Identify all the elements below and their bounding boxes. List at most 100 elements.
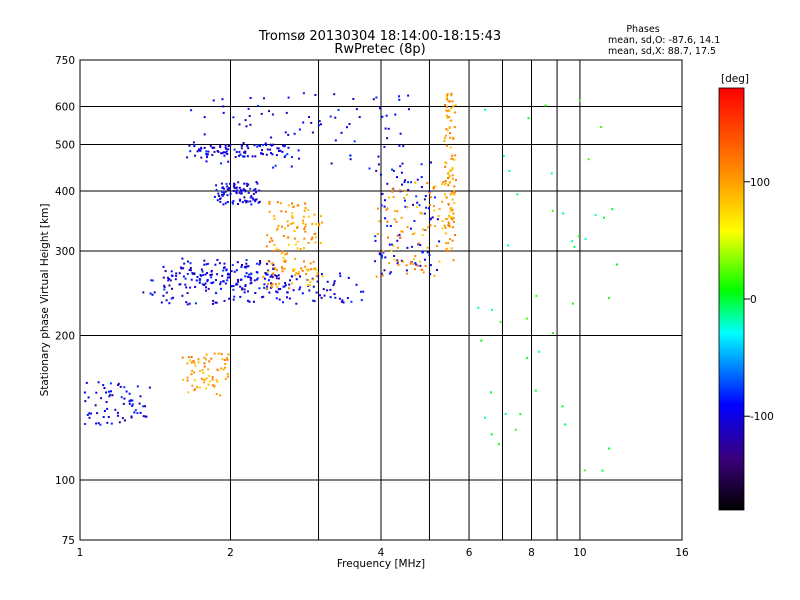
- data-point: [196, 276, 199, 278]
- data-point: [383, 269, 386, 272]
- data-point: [355, 283, 358, 286]
- data-point: [270, 237, 273, 240]
- data-point: [277, 249, 280, 251]
- data-point: [195, 279, 198, 282]
- data-point: [434, 225, 436, 228]
- data-point: [304, 225, 307, 228]
- data-point: [123, 386, 126, 389]
- data-point: [305, 273, 308, 275]
- data-point: [419, 264, 422, 267]
- data-point: [408, 108, 410, 111]
- data-point: [326, 289, 329, 292]
- data-point: [374, 260, 377, 263]
- data-point: [247, 290, 249, 293]
- data-point: [198, 278, 201, 281]
- data-point: [450, 169, 453, 172]
- y-tick-label: 500: [55, 140, 75, 152]
- data-point: [284, 260, 287, 263]
- data-point: [189, 359, 192, 362]
- data-point: [388, 196, 390, 199]
- data-point: [237, 154, 240, 157]
- data-point: [186, 292, 189, 295]
- data-point: [436, 218, 439, 221]
- data-point: [249, 123, 252, 126]
- data-point: [95, 422, 98, 425]
- stats-line-o: mean, sd,O: -87.6, 14.1: [608, 35, 720, 46]
- data-point: [403, 181, 406, 184]
- data-point: [444, 134, 447, 137]
- data-point: [429, 196, 432, 199]
- data-point: [284, 154, 287, 157]
- data-point: [199, 274, 202, 276]
- data-point: [168, 284, 171, 287]
- data-point: [275, 154, 278, 157]
- data-point: [445, 109, 448, 112]
- data-point: [329, 288, 332, 291]
- data-point: [269, 148, 272, 151]
- data-point: [451, 191, 454, 194]
- x-tick-label: 10: [573, 547, 586, 559]
- data-point: [431, 216, 434, 219]
- data-point: [309, 284, 311, 287]
- data-point: [587, 158, 590, 161]
- data-point: [254, 188, 257, 191]
- data-point: [368, 167, 371, 170]
- data-point: [448, 100, 451, 103]
- data-point: [291, 202, 293, 205]
- data-point: [451, 100, 454, 103]
- data-point: [200, 147, 203, 150]
- data-point: [429, 264, 432, 267]
- data-point: [228, 273, 231, 276]
- data-point: [534, 389, 537, 392]
- data-point: [105, 391, 107, 394]
- data-point: [298, 288, 301, 291]
- data-point: [222, 203, 225, 206]
- data-point: [377, 155, 380, 158]
- data-point: [433, 209, 436, 212]
- data-point: [275, 277, 278, 280]
- data-point: [185, 286, 188, 289]
- data-point: [244, 190, 247, 193]
- data-point: [243, 291, 246, 294]
- data-point: [184, 277, 187, 280]
- data-point: [181, 356, 184, 359]
- data-point: [259, 145, 262, 148]
- stats-line-x: mean, sd,X: 88.7, 17.5: [608, 46, 716, 57]
- data-point: [223, 266, 226, 269]
- data-point: [314, 267, 317, 270]
- data-point: [228, 276, 231, 279]
- data-point: [256, 182, 259, 185]
- data-point: [235, 269, 238, 272]
- data-point: [573, 245, 576, 248]
- data-point: [249, 97, 252, 99]
- data-point: [220, 152, 223, 155]
- stats-heading: Phases: [626, 24, 659, 35]
- data-point: [172, 296, 174, 299]
- data-point: [451, 198, 454, 201]
- data-point: [338, 297, 341, 300]
- data-point: [250, 203, 253, 206]
- data-point: [275, 228, 278, 231]
- data-point: [97, 381, 100, 384]
- data-point: [106, 421, 109, 424]
- data-point: [447, 224, 450, 227]
- data-point: [186, 156, 189, 159]
- data-point: [90, 412, 92, 415]
- data-point: [480, 339, 483, 342]
- data-point: [247, 265, 250, 268]
- data-point: [329, 296, 332, 299]
- data-point: [99, 423, 102, 426]
- data-point: [190, 278, 193, 281]
- data-point: [203, 259, 206, 262]
- data-point: [265, 287, 268, 290]
- data-point: [320, 296, 323, 299]
- data-point: [290, 275, 293, 278]
- y-tick-label: 75: [62, 535, 75, 547]
- data-point: [199, 149, 202, 152]
- x-tick-label: 16: [675, 547, 689, 559]
- data-point: [293, 237, 296, 240]
- data-point: [264, 142, 267, 145]
- data-point: [413, 258, 415, 261]
- data-point: [275, 283, 277, 286]
- data-point: [334, 139, 337, 142]
